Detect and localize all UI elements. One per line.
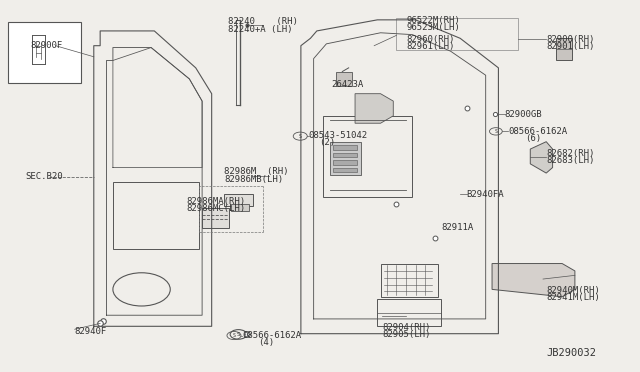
Bar — [378, 299, 441, 326]
Bar — [333, 167, 357, 172]
Text: S: S — [232, 333, 236, 338]
Text: 82901(LH): 82901(LH) — [546, 42, 595, 51]
Text: 96522M(RH): 96522M(RH) — [406, 16, 460, 25]
Text: 82960(RH): 82960(RH) — [406, 35, 454, 44]
Text: 82986MA(RH): 82986MA(RH) — [186, 197, 245, 206]
Text: B2940FA: B2940FA — [467, 190, 504, 199]
Text: 08543-51042: 08543-51042 — [308, 131, 367, 140]
Text: 08566-6162A: 08566-6162A — [243, 331, 301, 340]
Text: 82904(RH): 82904(RH) — [383, 323, 431, 331]
Text: 82941M(LH): 82941M(LH) — [546, 293, 600, 302]
Text: 82986MB(LH): 82986MB(LH) — [225, 175, 284, 184]
Bar — [113, 182, 199, 249]
Text: 82940M(RH): 82940M(RH) — [546, 286, 600, 295]
Text: 82682(RH): 82682(RH) — [546, 149, 595, 158]
Text: 82940F: 82940F — [75, 327, 107, 336]
Bar — [396, 17, 518, 50]
Bar — [336, 71, 352, 86]
Text: S: S — [495, 129, 497, 134]
Bar — [8, 22, 81, 83]
Text: S: S — [237, 332, 240, 337]
Text: 82240    (RH): 82240 (RH) — [228, 17, 298, 26]
Text: 82986M  (RH): 82986M (RH) — [225, 167, 289, 176]
Text: JB290032: JB290032 — [546, 348, 596, 358]
Text: 82900(RH): 82900(RH) — [546, 35, 595, 44]
Text: SEC.B20: SEC.B20 — [26, 172, 63, 181]
Text: 82905(LH): 82905(LH) — [383, 330, 431, 339]
Bar — [333, 145, 357, 150]
Bar — [333, 153, 357, 157]
Text: 82961(LH): 82961(LH) — [406, 42, 454, 51]
Bar — [333, 160, 357, 164]
Bar — [202, 208, 229, 228]
Text: (6): (6) — [525, 134, 541, 143]
Text: 82911A: 82911A — [441, 223, 474, 232]
Text: 26423A: 26423A — [332, 80, 364, 89]
Text: S: S — [299, 134, 301, 139]
Text: 82683(LH): 82683(LH) — [546, 156, 595, 166]
Polygon shape — [330, 142, 362, 175]
Text: 82900GB: 82900GB — [505, 109, 543, 119]
Bar — [381, 263, 438, 297]
Polygon shape — [531, 142, 552, 173]
Bar — [225, 195, 253, 206]
Polygon shape — [556, 38, 572, 61]
Text: 82240+A (LH): 82240+A (LH) — [228, 25, 292, 33]
Text: 08566-6162A: 08566-6162A — [508, 127, 567, 136]
Text: 82900F: 82900F — [30, 41, 62, 50]
Bar — [231, 205, 248, 211]
Bar — [323, 116, 412, 197]
Text: (2): (2) — [319, 138, 335, 147]
Text: 82986MC(LH): 82986MC(LH) — [186, 204, 245, 214]
Text: (4): (4) — [258, 339, 275, 347]
Polygon shape — [355, 94, 394, 123]
Text: 96523M(LH): 96523M(LH) — [406, 23, 460, 32]
Polygon shape — [492, 263, 575, 297]
